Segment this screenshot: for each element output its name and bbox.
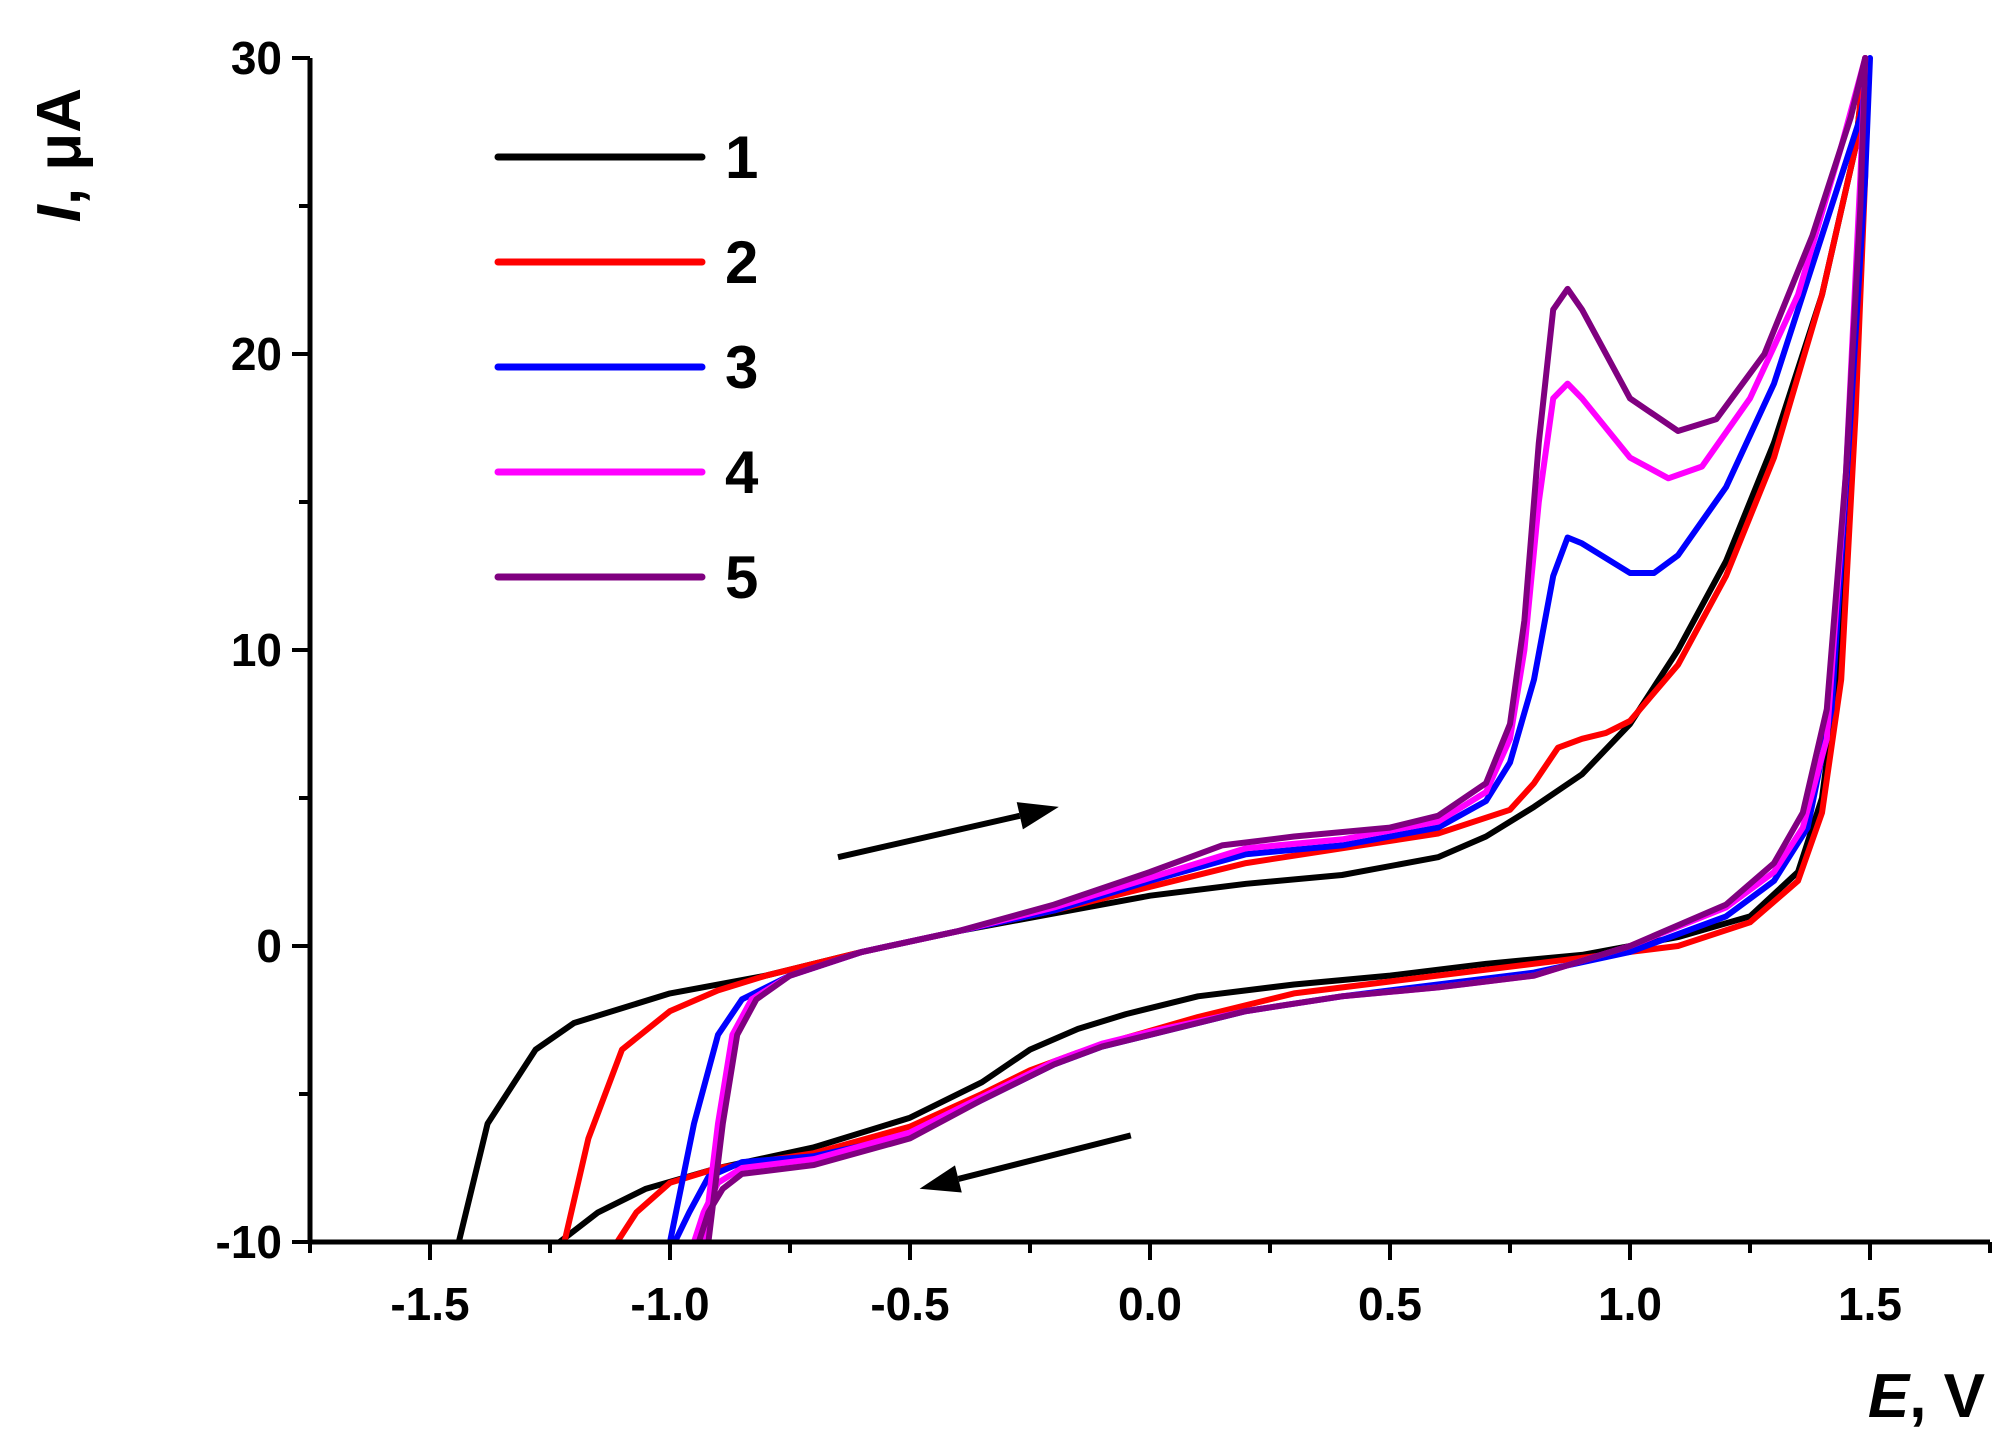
x-axis-title: E, V	[1868, 1362, 1985, 1431]
scan-arrow-2-shaft	[957, 1132, 1132, 1182]
series-2-line	[561, 55, 1869, 1242]
legend-label-4: 4	[725, 439, 759, 506]
scan-direction-arrows	[837, 802, 1132, 1193]
legend-label-2: 2	[725, 229, 758, 296]
series-curves	[455, 55, 1873, 1242]
x-tick-label: -1.0	[630, 1278, 709, 1330]
x-tick-label: -0.5	[870, 1278, 949, 1330]
y-tick-label: 0	[256, 920, 282, 972]
legend-label-5: 5	[725, 544, 758, 611]
series-3-line	[667, 55, 1873, 1242]
series-4-line	[691, 55, 1869, 1242]
x-tick-label: 1.5	[1838, 1278, 1902, 1330]
y-tick-label: 20	[231, 328, 282, 380]
axis-ticks: -1.5 -1.0 -0.5 0.0 0.5 1.0 1.5 -10 0 10 20 30	[216, 32, 1992, 1330]
legend: 1 2 3 4 5	[494, 124, 759, 611]
x-tick-label: -1.5	[390, 1278, 469, 1330]
x-tick-label: 1.0	[1598, 1278, 1662, 1330]
x-tick-label: 0.5	[1358, 1278, 1422, 1330]
legend-label-1: 1	[725, 124, 758, 191]
scan-arrow-2-head	[919, 1165, 962, 1193]
x-tick-label: 0.0	[1118, 1278, 1182, 1330]
y-axis-title: I, μA	[25, 88, 94, 222]
series-5-line	[695, 55, 1869, 1242]
y-tick-label: 30	[231, 32, 282, 84]
y-tick-label: 10	[231, 624, 282, 676]
series-1-line	[455, 55, 1869, 1242]
legend-label-3: 3	[725, 334, 758, 401]
scan-arrow-1-head	[1016, 802, 1059, 830]
y-tick-label: -10	[216, 1216, 282, 1268]
scan-arrow-1-shaft	[837, 812, 1021, 861]
